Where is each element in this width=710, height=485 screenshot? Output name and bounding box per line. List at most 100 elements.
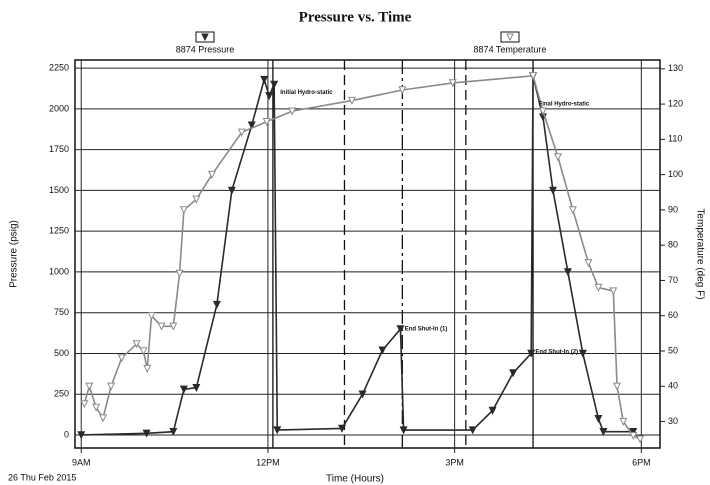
series-marker xyxy=(563,268,572,277)
series-marker xyxy=(358,390,367,399)
series-line xyxy=(81,76,634,436)
series-marker xyxy=(77,431,86,440)
y2-tick-label: 100 xyxy=(668,169,683,179)
series-marker xyxy=(527,349,536,358)
series-marker xyxy=(169,322,178,331)
series-marker xyxy=(488,406,497,415)
series-marker xyxy=(378,346,387,355)
y-tick-label: 500 xyxy=(54,348,69,358)
series-marker xyxy=(398,86,407,95)
series-marker xyxy=(107,382,116,391)
series-marker xyxy=(396,325,405,334)
series-marker xyxy=(548,186,557,195)
y-axis-label: Pressure (psig) xyxy=(9,220,20,288)
y2-tick-label: 30 xyxy=(668,416,678,426)
x-tick-label: 9AM xyxy=(72,457,91,467)
series-marker xyxy=(227,186,236,195)
y2-tick-label: 80 xyxy=(668,240,678,250)
y-tick-label: 1500 xyxy=(49,185,69,195)
series-marker xyxy=(636,435,645,444)
series-marker xyxy=(85,382,94,391)
series-marker xyxy=(538,107,548,116)
y-tick-label: 250 xyxy=(54,389,69,399)
series-marker xyxy=(142,429,151,438)
series-marker xyxy=(265,92,274,101)
annotation: Final Hydro-static xyxy=(539,102,590,108)
chart-title: Pressure vs. Time xyxy=(299,9,412,25)
series-marker xyxy=(237,128,246,137)
series-marker xyxy=(92,403,101,412)
y-tick-label: 1250 xyxy=(49,226,69,236)
series-marker xyxy=(157,322,166,331)
series-marker xyxy=(262,118,271,127)
legend-label: 8874 Pressure xyxy=(176,44,235,54)
series-marker xyxy=(212,300,221,309)
series-marker xyxy=(179,206,188,215)
series-marker xyxy=(192,195,201,204)
series-marker xyxy=(553,153,562,162)
series-marker xyxy=(143,364,152,373)
series-marker xyxy=(179,385,188,394)
series-marker xyxy=(260,75,269,84)
series-marker xyxy=(192,383,201,392)
series-marker xyxy=(207,170,216,179)
y2-tick-label: 40 xyxy=(668,381,678,391)
annotation: Initial Hydro-static xyxy=(280,90,333,96)
annotation: End Shut-In (2) xyxy=(535,349,578,355)
series-marker xyxy=(98,414,108,423)
series-marker xyxy=(117,354,126,363)
series-marker xyxy=(270,80,279,89)
x-tick-label: 6PM xyxy=(632,457,651,467)
legend-label: 8874 Temperature xyxy=(474,44,547,54)
y-tick-label: 0 xyxy=(64,429,69,439)
y2-tick-label: 130 xyxy=(668,63,683,73)
x-tick-label: 12PM xyxy=(256,457,280,467)
series-marker xyxy=(169,427,178,437)
plot-frame xyxy=(74,59,661,449)
series-marker xyxy=(599,427,608,437)
x-tick-label: 3PM xyxy=(445,457,464,467)
series-marker xyxy=(629,427,638,437)
series-marker xyxy=(347,96,356,105)
series-marker xyxy=(337,424,346,433)
series-marker xyxy=(147,312,156,321)
series-marker xyxy=(468,426,477,435)
x-axis-label: Time (Hours) xyxy=(326,474,384,485)
series-marker xyxy=(448,79,457,88)
series-marker xyxy=(629,431,638,440)
y2-tick-label: 120 xyxy=(668,98,683,108)
series-marker xyxy=(584,259,593,268)
y2-tick-label: 90 xyxy=(668,204,678,214)
y2-axis-label: Temperature (deg F) xyxy=(694,208,705,299)
series-marker xyxy=(247,121,256,130)
y-tick-label: 2000 xyxy=(49,103,69,113)
y-tick-label: 2250 xyxy=(49,63,69,73)
y2-tick-label: 50 xyxy=(668,345,678,355)
y-tick-label: 750 xyxy=(54,307,69,317)
annotation: End Shut-In (1) xyxy=(405,327,448,333)
series-marker xyxy=(613,382,622,391)
series-line xyxy=(83,75,641,440)
series-marker xyxy=(578,349,587,358)
date-label: 26 Thu Feb 2015 xyxy=(8,472,76,482)
series-marker xyxy=(594,414,603,423)
legend-symbol xyxy=(201,33,209,42)
series-marker xyxy=(619,417,628,426)
series-marker xyxy=(399,426,408,435)
series-marker xyxy=(609,287,618,296)
series-marker xyxy=(132,340,141,349)
series-marker xyxy=(509,369,518,378)
y-tick-label: 1750 xyxy=(49,144,69,154)
series-marker xyxy=(529,72,538,81)
series-marker xyxy=(568,206,577,215)
y2-tick-label: 110 xyxy=(668,134,682,144)
y2-tick-label: 60 xyxy=(668,310,678,320)
y2-tick-label: 70 xyxy=(668,275,678,285)
series-marker xyxy=(288,107,297,116)
series-marker xyxy=(139,347,148,356)
series-marker xyxy=(175,269,184,278)
legend-symbol xyxy=(506,33,514,42)
series-marker xyxy=(594,283,603,292)
